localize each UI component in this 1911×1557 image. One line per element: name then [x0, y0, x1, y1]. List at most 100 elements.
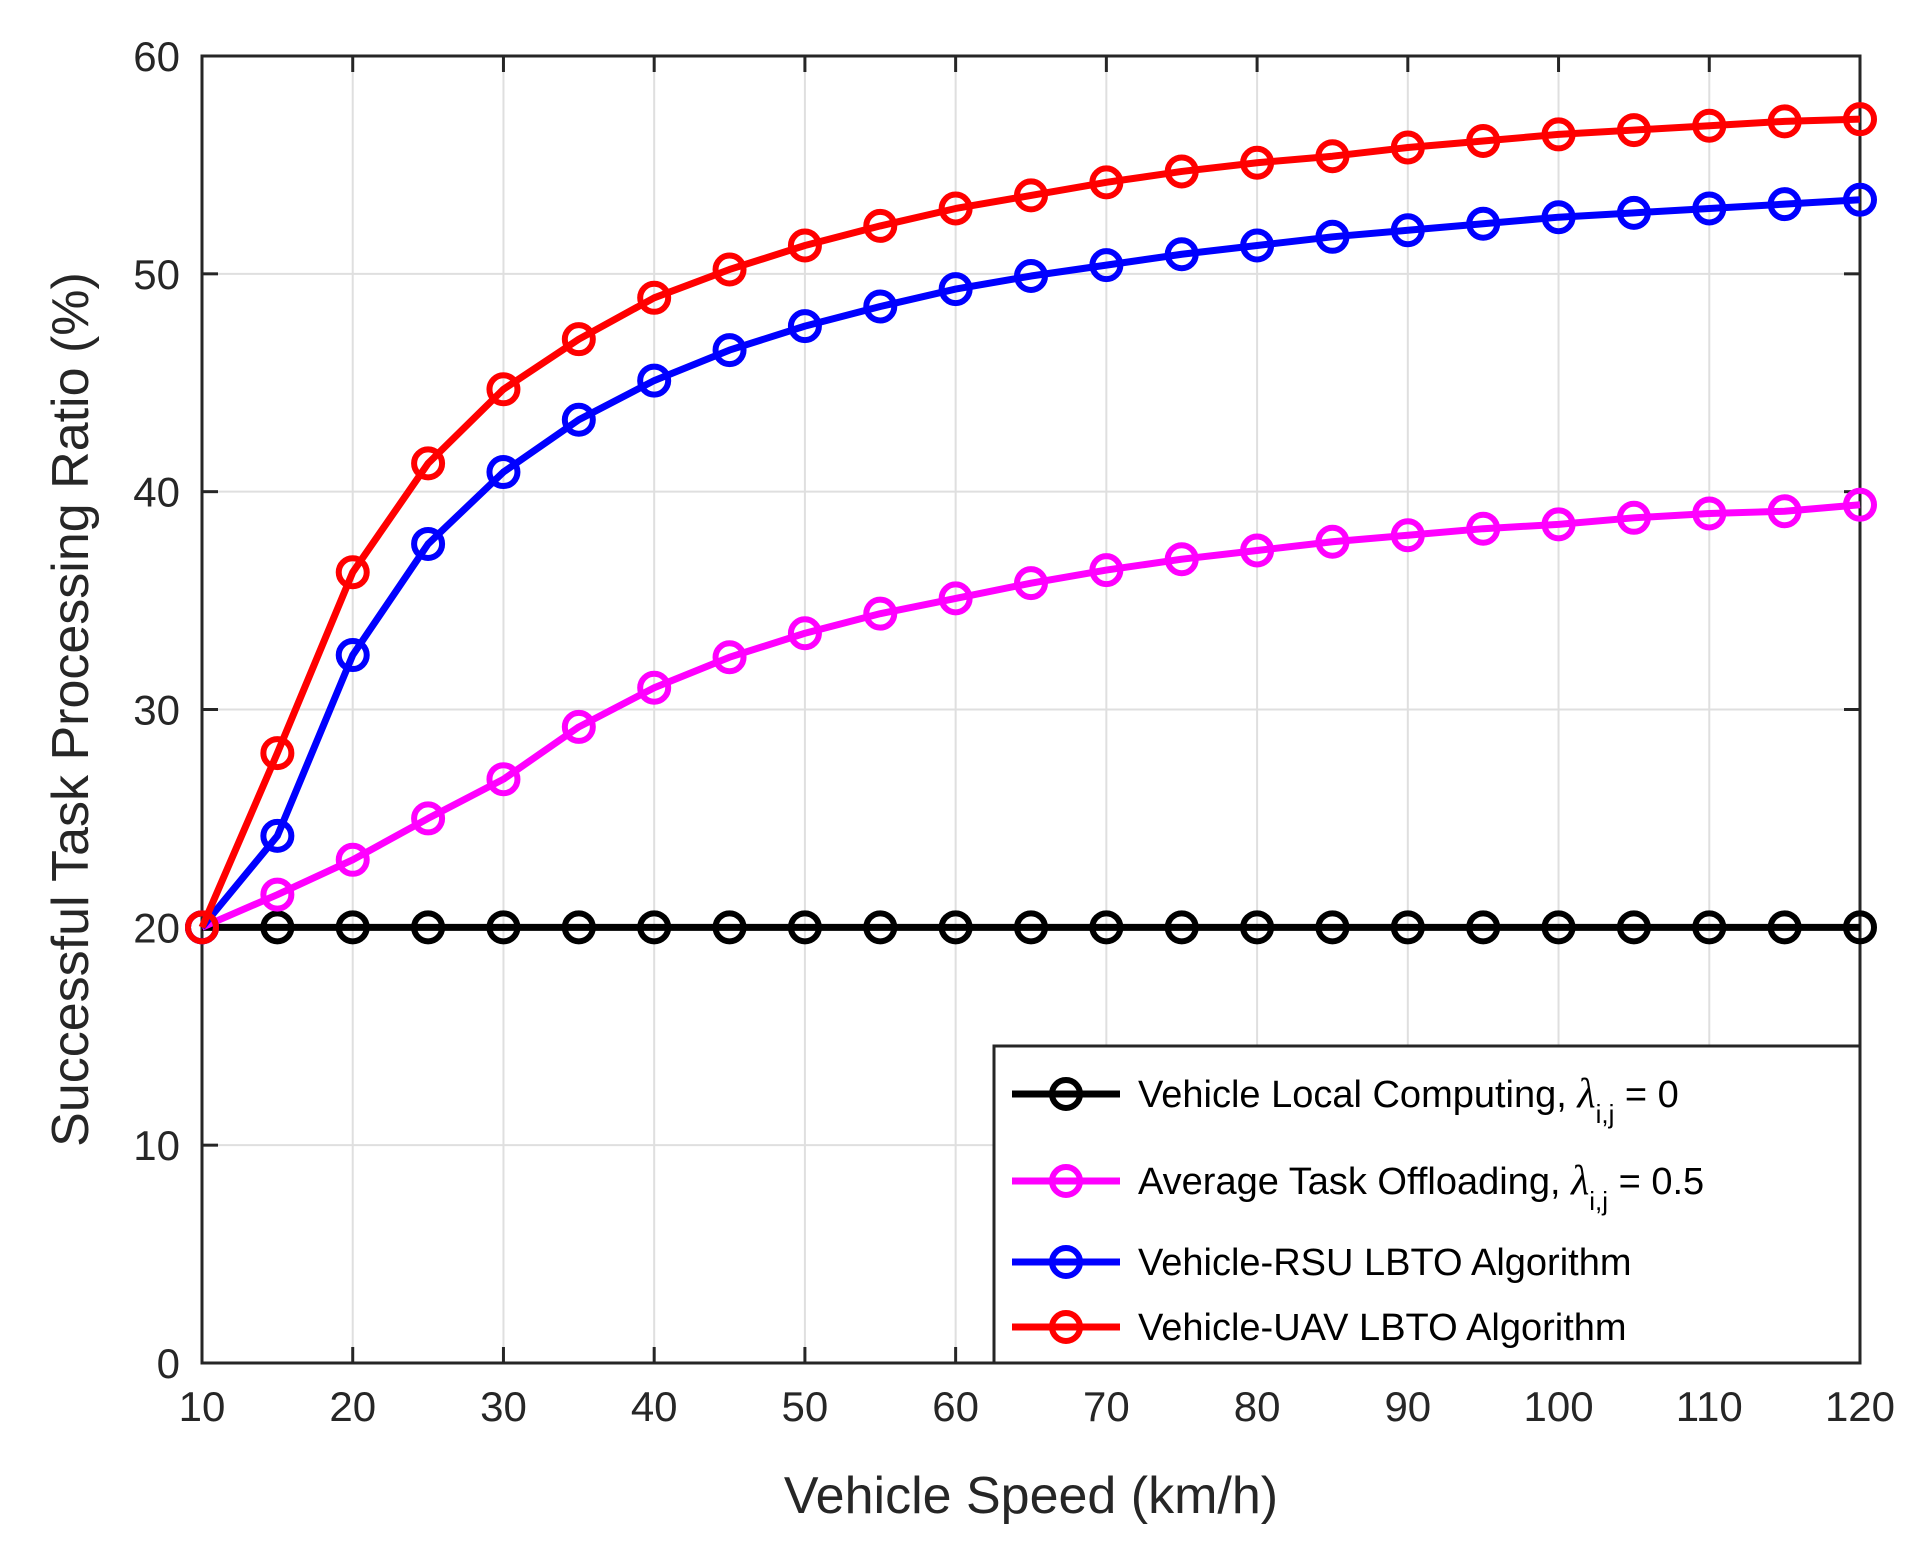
data-point: [561, 709, 596, 744]
legend: Vehicle Local Computing, λi,j = 0 Average…: [992, 1044, 1862, 1365]
legend-label: Vehicle-RSU LBTO Algorithm: [1138, 1242, 1632, 1284]
data-point: [1164, 910, 1199, 945]
data-point: [1692, 910, 1727, 945]
data-point: [712, 333, 747, 368]
data-point: [1616, 910, 1651, 945]
data-point: [712, 640, 747, 675]
data-point: [335, 910, 370, 945]
data-point: [637, 670, 672, 705]
data-point: [1843, 487, 1877, 522]
legend-label: Vehicle-UAV LBTO Algorithm: [1138, 1307, 1627, 1349]
data-point: [1089, 165, 1124, 200]
y-tick-label: 20: [133, 904, 180, 951]
data-point: [938, 191, 973, 226]
x-tick-label: 120: [1825, 1383, 1895, 1430]
x-tick-labels: 10 20 30 40 50 60 70 80 90 100 110 120: [179, 1383, 1895, 1430]
data-point: [1089, 910, 1124, 945]
data-point: [1466, 123, 1501, 158]
data-point: [938, 581, 973, 616]
x-tick-label: 10: [179, 1383, 226, 1430]
data-point: [411, 446, 446, 481]
y-tick-label: 60: [133, 33, 180, 80]
data-point: [1390, 130, 1425, 165]
legend-label: Average Task Offloading, λi,j = 0.5: [1138, 1158, 1704, 1216]
x-tick-label: 40: [631, 1383, 678, 1430]
x-tick-label: 50: [782, 1383, 829, 1430]
data-point: [1843, 102, 1877, 137]
x-tick-label: 30: [480, 1383, 527, 1430]
data-point: [787, 616, 822, 651]
legend-marker: [1049, 1077, 1083, 1111]
y-tick-label: 40: [133, 469, 180, 516]
x-axis-title: Vehicle Speed (km/h): [784, 1467, 1278, 1525]
data-point: [1541, 200, 1576, 235]
legend-marker: [1049, 1164, 1083, 1198]
y-tick-label: 10: [133, 1122, 180, 1169]
data-point: [863, 910, 898, 945]
data-point: [335, 638, 370, 673]
data-point: [1616, 500, 1651, 535]
data-point: [1541, 507, 1576, 542]
data-point: [1541, 910, 1576, 945]
legend-entry: Average Task Offloading, λi,j = 0.5: [1012, 1158, 1704, 1216]
data-point: [260, 910, 295, 945]
data-point: [411, 801, 446, 836]
data-point: [486, 762, 521, 797]
y-tick-labels: 0 10 20 30 40 50 60: [133, 33, 180, 1387]
series-0: [185, 910, 1877, 945]
data-point: [1767, 104, 1802, 139]
data-point: [260, 877, 295, 912]
data-point: [787, 309, 822, 344]
data-point: [1089, 248, 1124, 283]
data-point: [335, 842, 370, 877]
data-point: [637, 910, 672, 945]
y-tick-label: 30: [133, 687, 180, 734]
data-point: [863, 208, 898, 243]
data-point: [712, 252, 747, 287]
series-line: [200, 501, 1861, 931]
data-point: [260, 818, 295, 853]
legend-marker: [1049, 1310, 1083, 1344]
data-point: [1014, 566, 1048, 601]
data-point: [1767, 910, 1802, 945]
data-point: [938, 910, 973, 945]
data-point: [1466, 206, 1501, 241]
data-point: [1315, 910, 1350, 945]
x-tick-label: 110: [1676, 1383, 1743, 1430]
data-point: [787, 910, 822, 945]
data-point: [1843, 182, 1877, 217]
data-point: [1164, 542, 1199, 577]
data-point: [1692, 191, 1727, 226]
data-point: [1014, 910, 1048, 945]
data-point: [1240, 910, 1275, 945]
data-point: [185, 910, 219, 945]
legend-box: [992, 1044, 1862, 1365]
data-point: [1390, 518, 1425, 553]
data-point: [1767, 187, 1802, 222]
data-point: [260, 736, 295, 771]
data-point: [486, 910, 521, 945]
data-point: [1315, 139, 1350, 174]
data-point: [411, 910, 446, 945]
data-point: [637, 363, 672, 398]
legend-entry: Vehicle-RSU LBTO Algorithm: [1012, 1242, 1632, 1284]
data-point: [1466, 910, 1501, 945]
data-point: [1240, 228, 1275, 263]
data-point: [1541, 117, 1576, 152]
series-1: [185, 487, 1877, 945]
data-point: [1315, 219, 1350, 254]
legend-entry: Vehicle-UAV LBTO Algorithm: [1012, 1307, 1627, 1349]
x-tick-label: 90: [1384, 1383, 1431, 1430]
data-point: [561, 910, 596, 945]
series-line: [199, 196, 1861, 930]
x-tick-label: 20: [329, 1383, 376, 1430]
data-point: [335, 555, 370, 590]
data-point: [1164, 154, 1199, 189]
data-point: [637, 280, 672, 315]
data-point: [1240, 145, 1275, 180]
series-layer: [185, 102, 1877, 945]
data-point: [863, 289, 898, 324]
data-point: [411, 526, 446, 561]
data-point: [1240, 533, 1275, 568]
